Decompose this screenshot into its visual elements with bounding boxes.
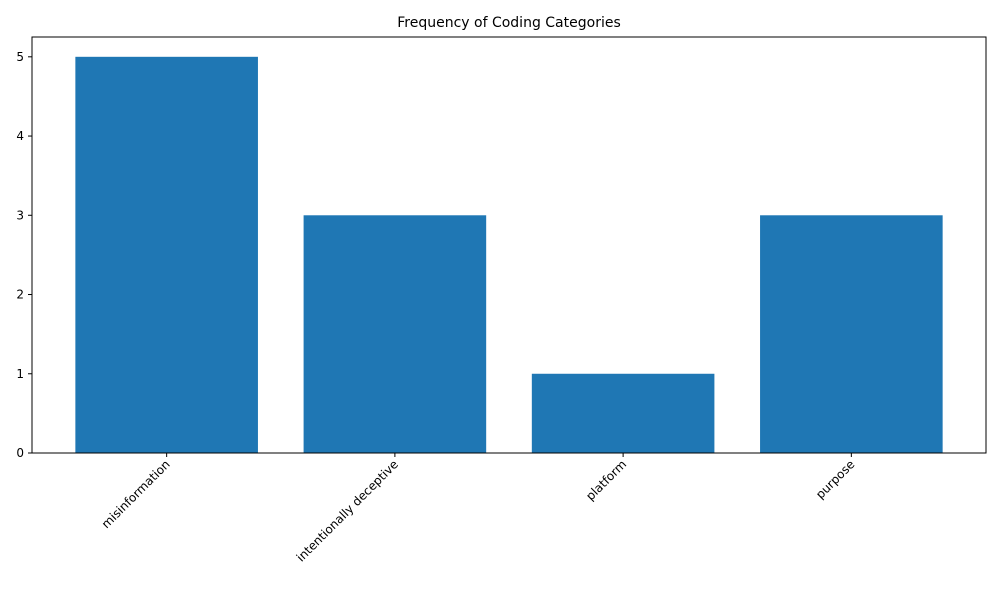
bar-platform — [531, 373, 715, 453]
y-tick-label: 1 — [16, 367, 24, 381]
bars-layer — [75, 56, 943, 454]
x-tick-label: misinformation — [99, 457, 173, 531]
bar-intentionally-deceptive — [303, 215, 487, 453]
y-tick-label: 2 — [16, 288, 24, 302]
y-axis: 0 1 2 3 4 5 — [16, 50, 32, 460]
y-tick-label: 3 — [16, 208, 24, 222]
y-tick-label: 0 — [16, 446, 24, 460]
chart-title: Frequency of Coding Categories — [397, 15, 621, 31]
x-tick-label: intentionally deceptive — [294, 457, 401, 564]
x-tick-label: platform — [583, 457, 629, 503]
x-axis: misinformation intentionally deceptive pla… — [99, 453, 857, 564]
y-tick-label: 4 — [16, 129, 24, 143]
x-tick-label: purpose — [813, 457, 857, 501]
y-tick-label: 5 — [16, 50, 24, 64]
bar-purpose — [760, 215, 943, 453]
bar-misinformation — [75, 56, 258, 454]
plot-frame — [31, 36, 987, 454]
